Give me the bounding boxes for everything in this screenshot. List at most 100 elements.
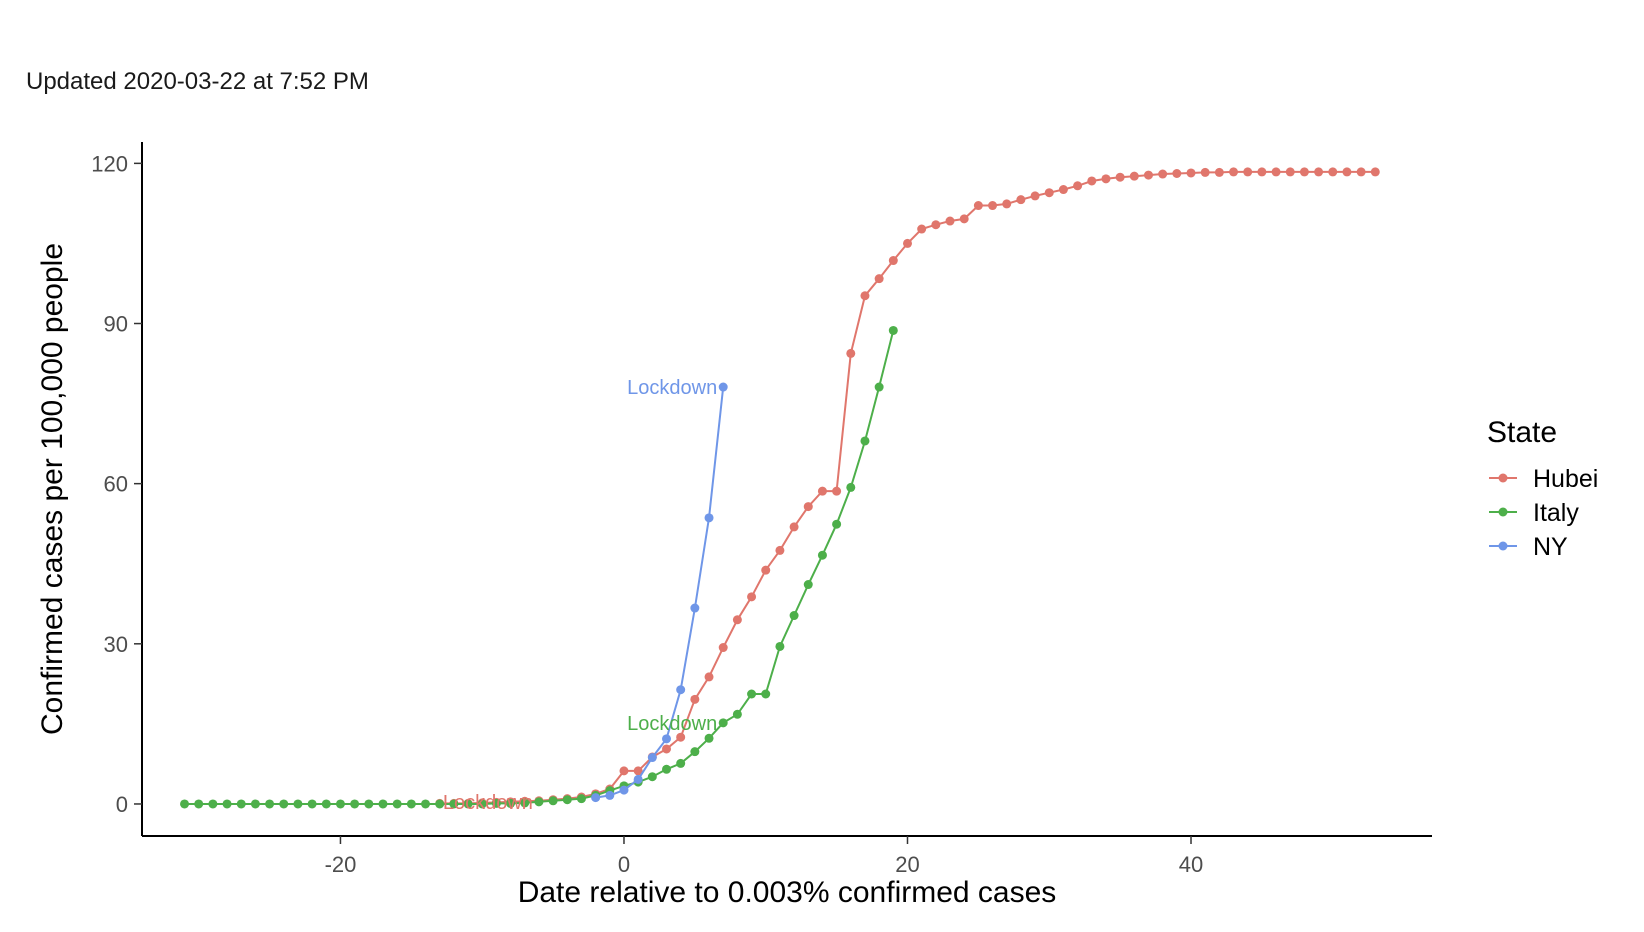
data-point-hubei <box>917 224 927 234</box>
legend-label-hubei: Hubei <box>1533 465 1598 493</box>
data-point-hubei <box>902 238 912 248</box>
x-axis-title: Date relative to 0.003% confirmed cases <box>518 876 1057 909</box>
data-point-italy <box>335 799 345 809</box>
data-point-hubei <box>1299 167 1309 177</box>
series-line-italy <box>184 330 895 805</box>
data-point-ny <box>690 603 700 613</box>
data-point-ny <box>704 513 714 523</box>
lockdown-label-ny: Lockdown <box>627 377 717 399</box>
data-point-hubei <box>1016 195 1026 205</box>
data-point-hubei <box>1243 167 1253 177</box>
data-point-italy <box>222 799 232 809</box>
data-point-ny <box>605 790 615 800</box>
data-point-hubei <box>1257 167 1267 177</box>
data-point-italy <box>732 709 742 719</box>
data-point-hubei <box>1115 172 1125 182</box>
data-point-italy <box>477 799 487 809</box>
data-point-italy <box>406 799 416 809</box>
plot-area: Lockdown Lockdown Lockdown <box>180 167 1380 814</box>
data-point-italy <box>775 641 785 651</box>
data-point-italy <box>180 799 190 809</box>
data-point-hubei <box>1101 174 1111 184</box>
data-point-italy <box>265 799 275 809</box>
data-point-hubei <box>1356 167 1366 177</box>
data-point-hubei <box>1370 167 1380 177</box>
data-point-italy <box>194 799 204 809</box>
data-point-italy <box>874 382 884 392</box>
data-point-hubei <box>988 201 998 211</box>
data-point-hubei <box>747 592 757 602</box>
data-point-hubei <box>1030 191 1040 201</box>
data-point-italy <box>506 798 516 808</box>
data-point-ny <box>676 685 686 695</box>
data-point-hubei <box>1002 199 1012 209</box>
data-point-italy <box>279 799 289 809</box>
data-point-italy <box>293 799 303 809</box>
data-point-hubei <box>1058 185 1068 195</box>
legend-title: State <box>1487 416 1557 449</box>
y-tick-label: 120 <box>91 151 128 176</box>
data-point-hubei <box>1087 176 1097 186</box>
data-point-italy <box>704 733 714 743</box>
y-tick-label: 30 <box>104 632 128 657</box>
data-point-italy <box>676 758 686 768</box>
legend-key-point-hubei <box>1498 473 1508 483</box>
data-point-hubei <box>718 643 728 653</box>
data-point-hubei <box>761 565 771 575</box>
lockdown-label-hubei: Lockdown <box>443 792 533 814</box>
data-point-hubei <box>732 615 742 625</box>
series-line-ny <box>595 386 725 799</box>
data-point-italy <box>250 799 260 809</box>
data-point-italy <box>520 798 530 808</box>
x-tick-label: 40 <box>1179 852 1203 877</box>
data-point-italy <box>463 799 473 809</box>
data-point-hubei <box>973 201 983 211</box>
data-point-hubei <box>1200 167 1210 177</box>
axes: -20 0 20 40 0 30 60 90 120 <box>91 142 1432 877</box>
data-point-italy <box>236 799 246 809</box>
data-point-ny <box>591 793 601 803</box>
data-point-hubei <box>1285 167 1295 177</box>
data-point-italy <box>548 796 558 806</box>
data-point-italy <box>860 436 870 446</box>
data-point-hubei <box>874 274 884 284</box>
data-point-italy <box>350 799 360 809</box>
data-point-hubei <box>1229 167 1239 177</box>
data-point-hubei <box>1129 171 1139 181</box>
data-point-italy <box>208 799 218 809</box>
data-point-italy <box>761 689 771 699</box>
data-point-italy <box>647 772 657 782</box>
data-point-italy <box>832 519 842 529</box>
data-point-hubei <box>959 214 969 224</box>
legend-key-point-italy <box>1498 507 1508 517</box>
data-point-hubei <box>789 522 799 532</box>
data-point-italy <box>421 799 431 809</box>
y-axis-title: Confirmed cases per 100,000 people <box>36 243 69 735</box>
data-point-italy <box>576 794 586 804</box>
data-point-hubei <box>1158 169 1168 179</box>
data-point-italy <box>662 764 672 774</box>
data-point-italy <box>846 482 856 492</box>
data-point-hubei <box>817 486 827 496</box>
data-point-italy <box>534 797 544 807</box>
data-point-italy <box>364 799 374 809</box>
data-point-italy <box>888 325 898 335</box>
data-point-hubei <box>676 732 686 742</box>
y-tick-label: 60 <box>104 472 128 497</box>
data-point-hubei <box>690 694 700 704</box>
x-tick-label: 0 <box>618 852 630 877</box>
data-point-hubei <box>1214 167 1224 177</box>
lockdown-label-italy: Lockdown <box>627 713 717 735</box>
data-point-italy <box>690 747 700 757</box>
data-point-italy <box>491 798 501 808</box>
data-point-italy <box>789 611 799 621</box>
series-line-hubei <box>439 170 1376 805</box>
data-point-ny <box>633 774 643 784</box>
legend-key-point-ny <box>1498 541 1508 551</box>
data-point-ny <box>718 382 728 392</box>
data-point-hubei <box>803 502 813 512</box>
data-point-hubei <box>860 291 870 301</box>
y-tick-label: 0 <box>116 792 128 817</box>
data-point-hubei <box>775 545 785 555</box>
